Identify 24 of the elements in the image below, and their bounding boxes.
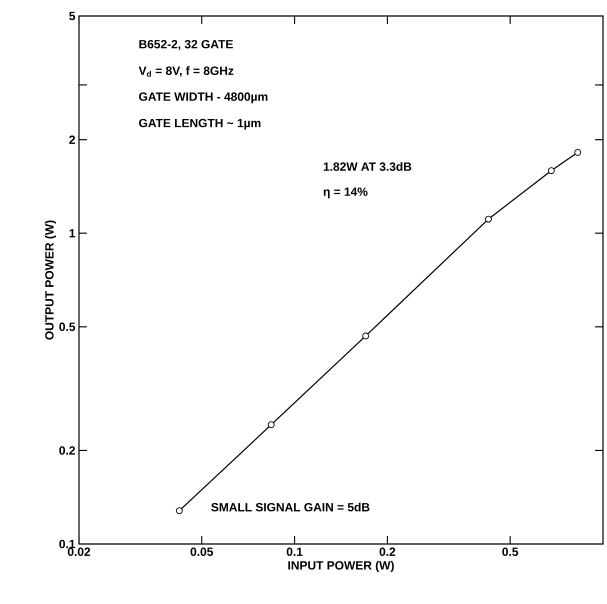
x-tick-label: 0.02 [68,548,90,556]
x-tick-label: 0.1 [286,548,303,556]
annotation: GATE LENGTH ~ 1µm [139,118,260,130]
point [176,507,183,514]
x-tick-label: 0.5 [502,548,518,556]
annotation: B652-2, 32 GATE [139,40,233,50]
annotation: 1.82W AT 3.3dB [324,162,412,171]
x-tick-label: 0.05 [190,548,214,556]
y-tick-label: 1 [70,229,76,238]
y-tick-label: 2 [69,136,75,144]
annotation: GATE WIDTH - 4800µm [139,92,268,104]
y-tick-label: 5 [69,12,76,20]
point [268,421,275,428]
point [362,332,370,340]
x-tick-label: 0.2 [380,548,396,556]
x-axis-title: INPUT POWER (W) [288,560,394,572]
y-axis-title: OUTPUT POWER (W) [44,220,56,340]
annotation: V$_{d}$ = 8V, f = 8GHz [138,66,234,77]
y-tick-label: 0.5 [59,322,76,332]
y-tick-label: 0.2 [59,446,75,455]
y-tick-label: 0.1 [59,540,76,548]
annotation: η = 14% [324,187,368,198]
point [548,167,555,174]
annotation: SMALL SIGNAL GAIN = 5dB [211,502,370,512]
